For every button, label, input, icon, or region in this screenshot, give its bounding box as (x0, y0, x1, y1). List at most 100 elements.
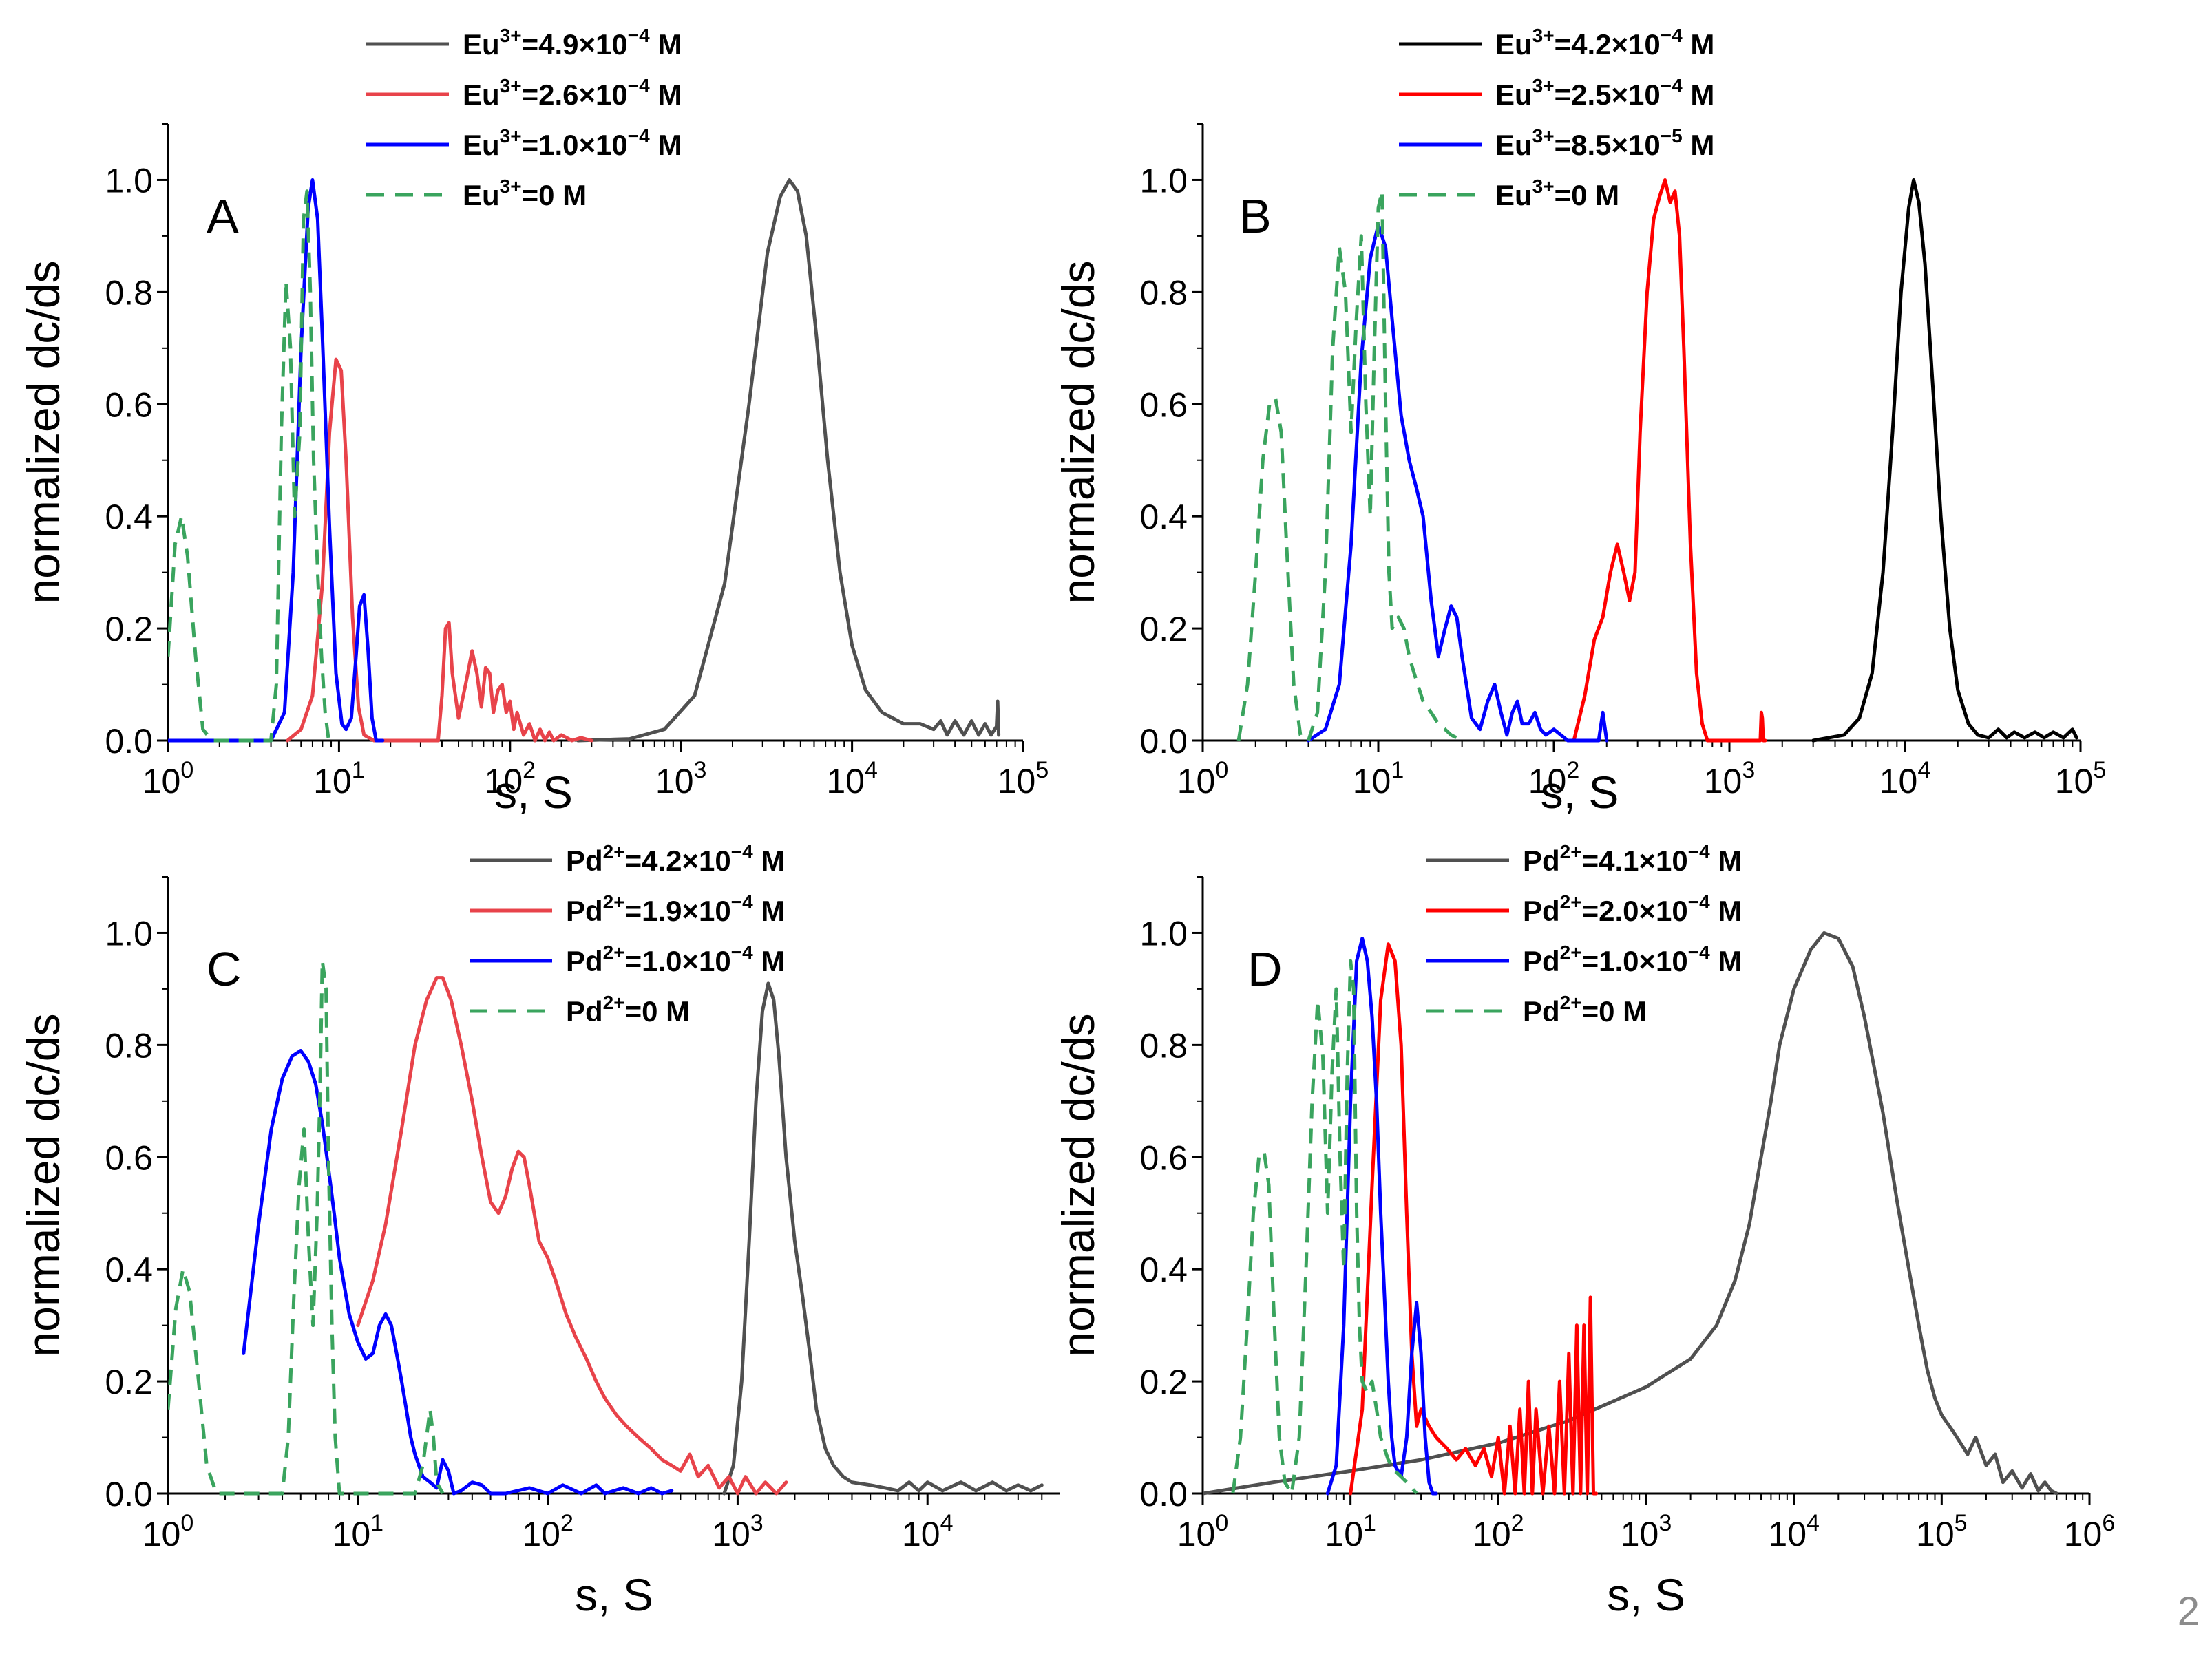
x-tick-label: 103 (1704, 757, 1756, 800)
x-tick-label: 104 (1768, 1510, 1820, 1553)
panel-label: C (207, 942, 242, 996)
x-tick-label: 104 (902, 1510, 954, 1553)
series-line-1 (1203, 931, 2058, 1496)
y-tick-label: 1.0 (105, 914, 153, 953)
x-tick-label: 101 (1353, 757, 1404, 800)
series-line-2 (1349, 942, 1599, 1496)
y-tick-label: 1.0 (105, 161, 153, 200)
x-tick-label: 105 (998, 757, 1049, 800)
legend-entry: Pd2+=4.2×10−4 M (566, 841, 785, 877)
y-axis-label: normalized dc/ds (18, 1014, 69, 1357)
legend-entry: Pd2+=1.0×10−4 M (1523, 942, 1742, 977)
panel-label: D (1247, 942, 1283, 996)
y-tick-label: 0.6 (1139, 1138, 1188, 1177)
x-tick-label: 102 (1528, 757, 1580, 800)
x-tick-label: 101 (333, 1510, 384, 1553)
legend-entry: Pd2+=4.1×10−4 M (1523, 841, 1742, 877)
series-line-3 (168, 178, 385, 743)
legend-entry: Pd2+=0 M (1523, 992, 1647, 1028)
series-line-4 (168, 189, 330, 743)
legend-entry: Eu3+=1.0×10−4 M (463, 125, 682, 161)
series-line-4 (168, 959, 445, 1496)
y-tick-label: 0.4 (105, 498, 153, 536)
x-tick-label: 102 (485, 757, 536, 800)
x-axis-label: s, S (1541, 767, 1619, 818)
y-tick-label: 0.6 (1139, 385, 1188, 424)
legend-entry: Eu3+=0 M (1495, 176, 1619, 211)
y-tick-label: 0.0 (1139, 1475, 1188, 1513)
legend-entry: Pd2+=2.0×10−4 M (1523, 891, 1742, 927)
plot-area (168, 959, 1044, 1496)
y-tick-label: 0.2 (105, 1363, 153, 1401)
y-tick-label: 0.2 (105, 610, 153, 648)
y-tick-label: 0.6 (105, 1138, 153, 1177)
x-tick-label: 104 (826, 757, 878, 800)
x-axis-label: s, S (575, 1569, 653, 1620)
y-tick-label: 0.6 (105, 385, 153, 424)
legend-entry: Eu3+=2.6×10−4 M (463, 75, 682, 111)
x-tick-label: 105 (1916, 1510, 1968, 1553)
series-line-2 (286, 357, 593, 743)
panel-label: A (207, 189, 239, 243)
y-tick-label: 0.2 (1139, 1363, 1188, 1401)
legend-entry: Pd2+=1.9×10−4 M (566, 891, 785, 927)
legend-entry: Eu3+=8.5×10−5 M (1495, 125, 1714, 161)
series-line-4 (1236, 189, 1463, 743)
legend: Pd2+=4.2×10−4 M Pd2+=1.9×10−4 M Pd2+=1.0×1… (470, 841, 785, 1028)
x-tick-label: 100 (143, 1510, 194, 1553)
series-line-1 (1811, 178, 2078, 743)
panel-label: B (1239, 189, 1272, 243)
x-tick-label: 103 (1621, 1510, 1672, 1553)
x-tick-label: 105 (2055, 757, 2107, 800)
y-tick-label: 0.8 (105, 273, 153, 312)
plot-area (1236, 178, 2078, 743)
y-tick-label: 0.8 (105, 1026, 153, 1065)
y-axis-label: normalized dc/ds (1053, 261, 1104, 604)
y-tick-label: 0.2 (1139, 610, 1188, 648)
x-axis-label: s, S (494, 767, 573, 818)
x-tick-label: 100 (1177, 1510, 1229, 1553)
legend-entry: Pd2+=0 M (566, 992, 690, 1028)
series-line-4 (1231, 959, 1418, 1496)
x-tick-label: 103 (712, 1510, 763, 1553)
plot-area (1203, 931, 2058, 1496)
y-tick-label: 1.0 (1139, 161, 1188, 200)
x-axis-label: s, S (1607, 1569, 1685, 1620)
x-tick-label: 100 (143, 757, 194, 800)
y-tick-label: 0.4 (105, 1251, 153, 1289)
series-line-3 (242, 1049, 674, 1496)
series-line-2 (356, 976, 788, 1496)
y-axis-label: normalized dc/ds (1053, 1014, 1104, 1357)
y-tick-label: 0.8 (1139, 273, 1188, 312)
x-tick-label: 104 (1879, 757, 1931, 800)
x-tick-label: 101 (1325, 1510, 1376, 1553)
y-tick-label: 0.4 (1139, 498, 1188, 536)
x-tick-label: 103 (655, 757, 707, 800)
legend: Eu3+=4.9×10−4 M Eu3+=2.6×10−4 M Eu3+=1.0×1… (366, 25, 682, 211)
series-line-1 (722, 981, 1044, 1496)
series-line-3 (1307, 223, 1609, 743)
y-tick-label: 0.0 (1139, 722, 1188, 761)
legend-entry: Pd2+=1.0×10−4 M (566, 942, 785, 977)
x-tick-label: 106 (2064, 1510, 2116, 1553)
chart-panel-a: 0.0 0.2 0.4 0.6 0.8 1.0 100 101 102 103 104 105 norm… (18, 25, 1049, 818)
legend-entry: Eu3+=4.9×10−4 M (463, 25, 682, 61)
series-line-1 (576, 178, 1001, 743)
x-tick-label: 102 (1473, 1510, 1524, 1553)
y-axis-label: normalized dc/ds (18, 261, 69, 604)
y-tick-label: 1.0 (1139, 914, 1188, 953)
chart-panel-b: 0.0 0.2 0.4 0.6 0.8 1.0 100 101 102 103 104 105 norm… (1053, 25, 2106, 818)
plot-area (168, 178, 1001, 743)
x-tick-label: 102 (522, 1510, 573, 1553)
legend: Eu3+=4.2×10−4 M Eu3+=2.5×10−4 M Eu3+=8.5×1… (1399, 25, 1714, 211)
series-line-2 (1572, 178, 1767, 743)
y-tick-label: 0.0 (105, 1475, 153, 1513)
y-tick-label: 0.8 (1139, 1026, 1188, 1065)
chart-panel-d: 0.0 0.2 0.4 0.6 0.8 1.0 100 101 102 103 104 105 106 n… (1053, 841, 2115, 1620)
legend-entry: Eu3+=4.2×10−4 M (1495, 25, 1714, 61)
y-tick-label: 0.0 (105, 722, 153, 761)
y-tick-label: 0.4 (1139, 1251, 1188, 1289)
x-tick-label: 101 (313, 757, 365, 800)
page-number: 2 (2177, 1589, 2200, 1634)
